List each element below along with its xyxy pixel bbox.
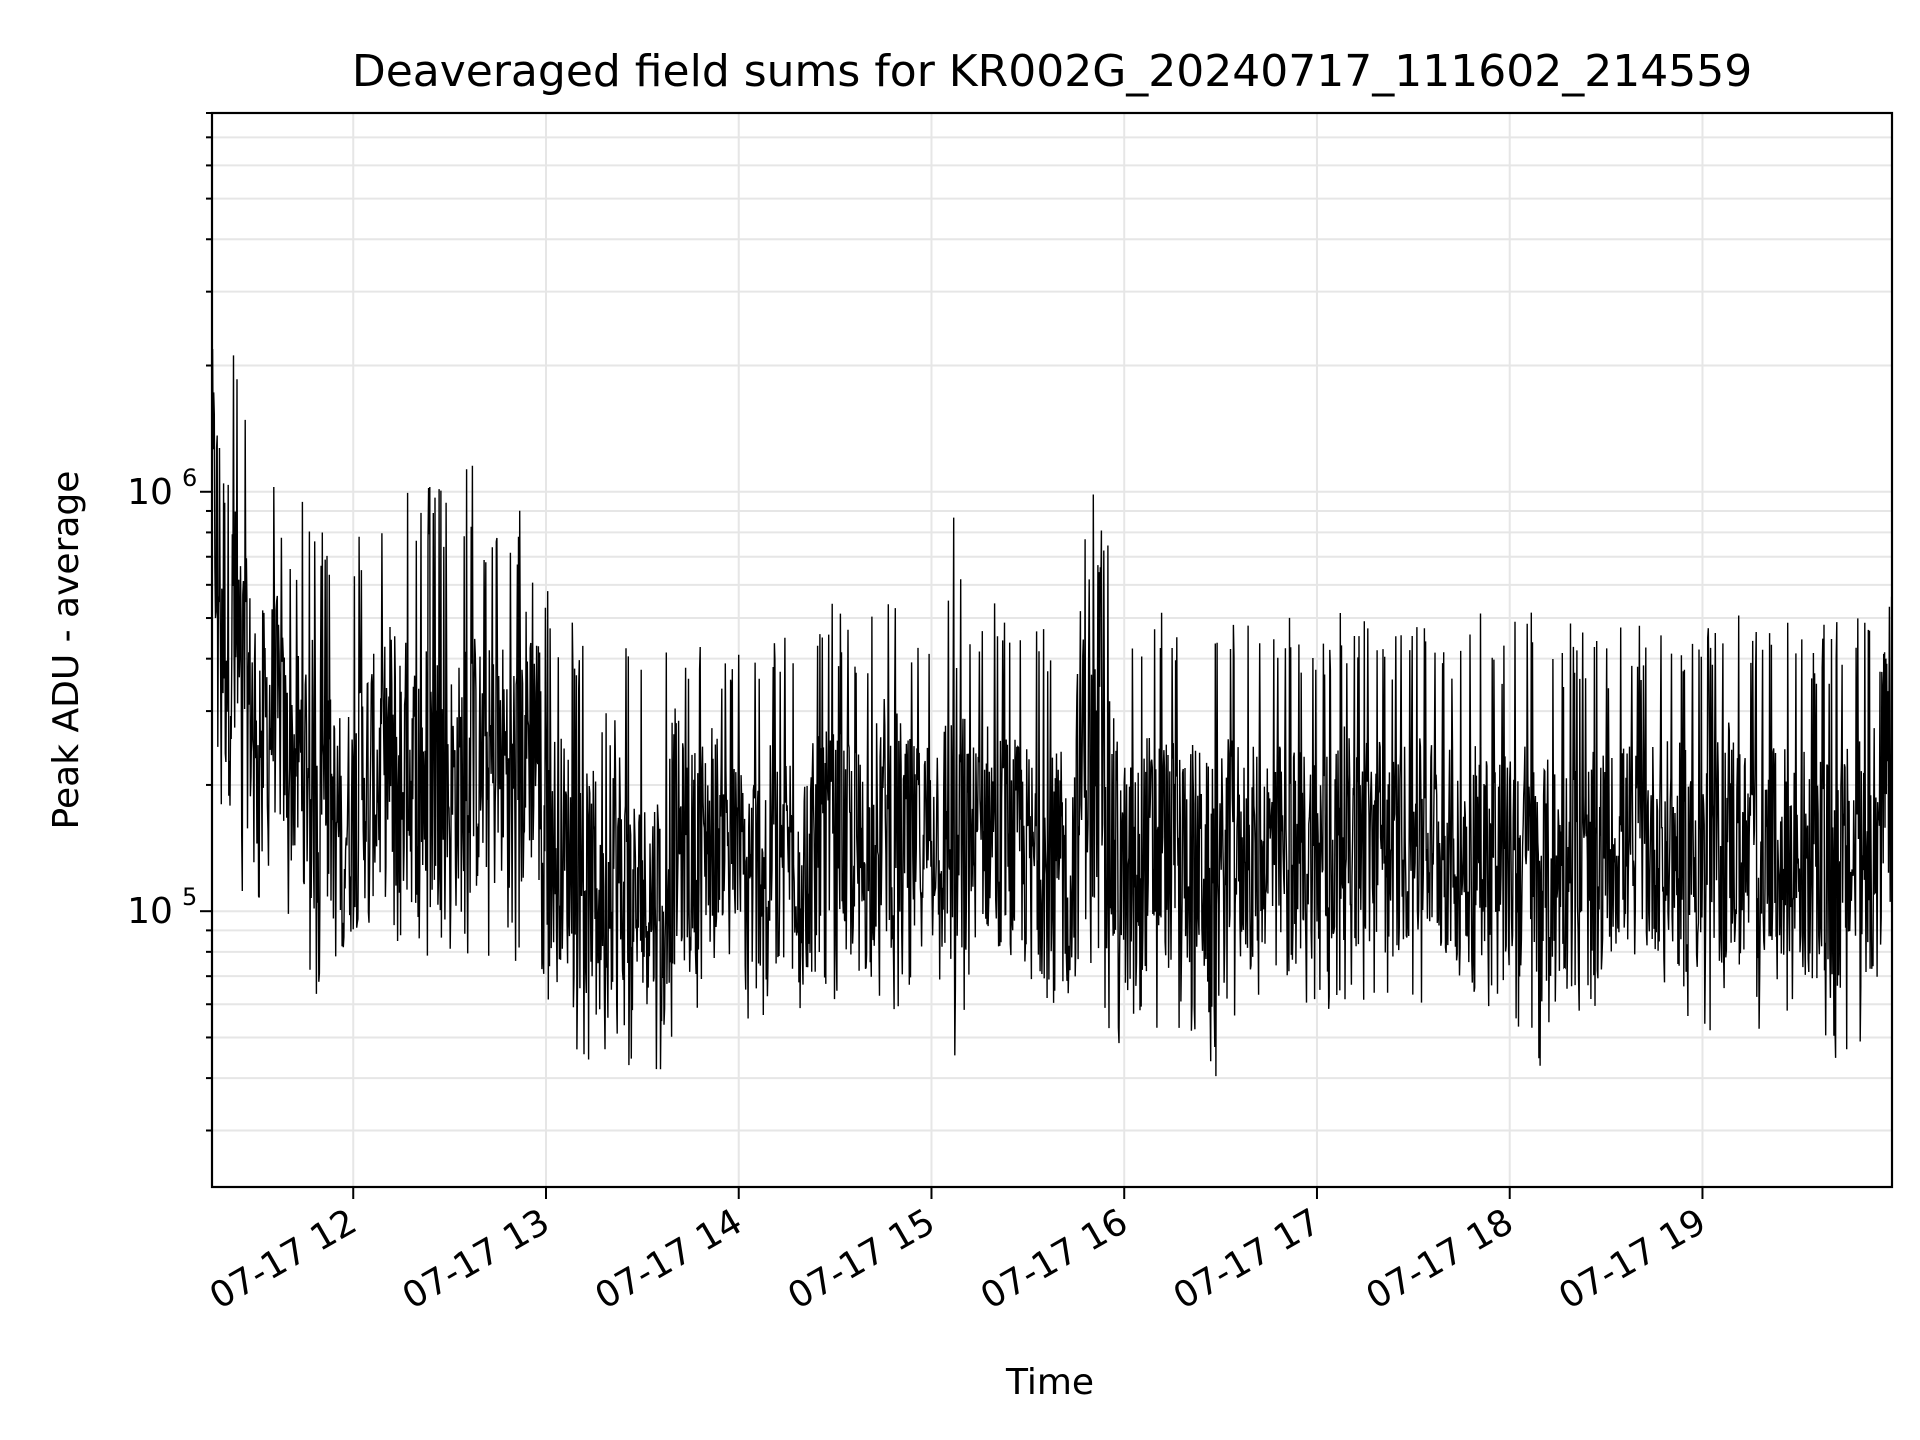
y-axis-label: Peak ADU - average <box>46 471 87 830</box>
y-axis: 10 5 10 6 <box>127 112 212 1132</box>
series-path <box>212 348 1892 1077</box>
plot-frame <box>210 111 1894 1189</box>
series-line <box>212 348 1892 1077</box>
chart-title: Deaveraged field sums for KR002G_2024071… <box>352 46 1752 97</box>
x-axis-label: Time <box>1005 1362 1094 1403</box>
y-tick-exponent: 5 <box>182 883 197 911</box>
y-tick-label: 10 <box>127 891 173 932</box>
y-tick-exponent: 6 <box>182 464 197 492</box>
grid <box>212 112 1892 1187</box>
y-tick-label: 10 <box>127 472 173 513</box>
